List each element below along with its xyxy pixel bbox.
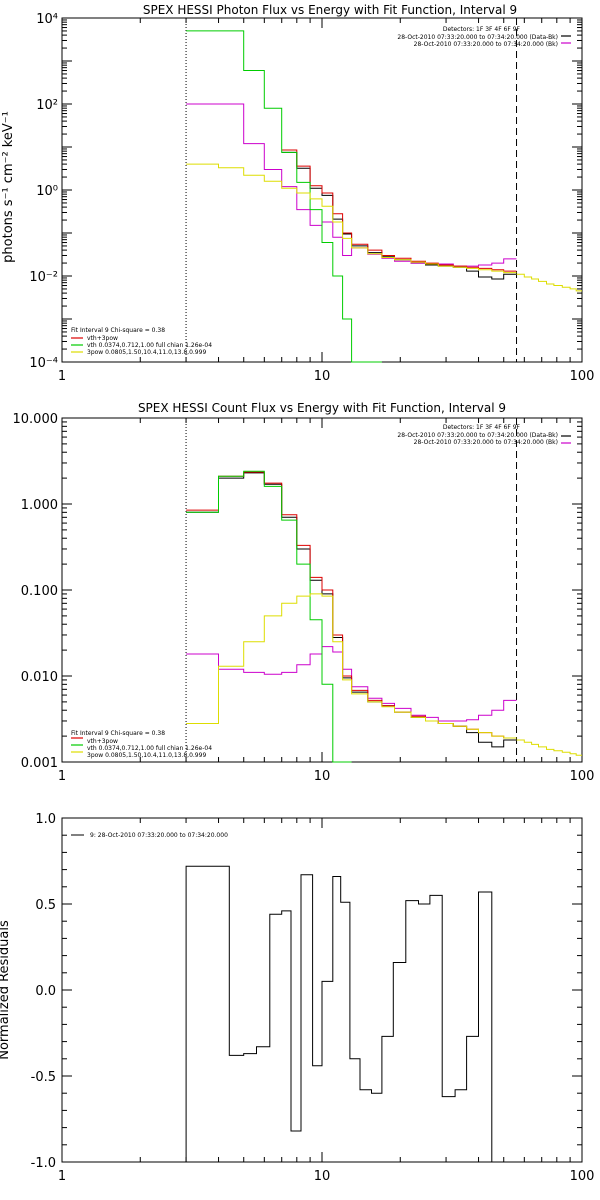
count-series-vth — [186, 470, 352, 763]
count-xtick-label: 1 — [58, 769, 66, 784]
count-series-3pow-extension- — [516, 739, 582, 756]
photon-xtick-label: 100 — [570, 369, 595, 384]
photon-fit-header: Fit Interval 9 Chi-square = 0.38 — [71, 327, 165, 334]
residuals-series-residuals — [185, 865, 493, 1162]
photon-xtick-label: 1 — [58, 369, 66, 384]
count-flux-title: SPEX HESSI Count Flux vs Energy with Fit… — [138, 401, 506, 415]
photon-series-vth — [186, 30, 382, 363]
count-legend-entry-1: 28-Oct-2010 07:33:20.000 to 07:34:20.000… — [414, 439, 558, 446]
count-ytick-label: 0.100 — [21, 584, 58, 599]
residuals-xtick-label: 10 — [314, 1169, 331, 1184]
residuals-ytick-label: -1.0 — [31, 1156, 56, 1171]
residuals-ytick-label: 0.5 — [35, 898, 56, 913]
residuals-panel: Normalized Residuals 9: 28-Oct-2010 07:3… — [0, 812, 594, 1184]
photon-ytick-label: 10² — [36, 98, 58, 113]
photon-legend-entry-1: 28-Oct-2010 07:33:20.000 to 07:34:20.000… — [414, 41, 558, 48]
photon-flux-title: SPEX HESSI Photon Flux vs Energy with Fi… — [143, 3, 517, 17]
photon-xtick-label: 10 — [314, 369, 331, 384]
residuals-ytick-label: 1.0 — [35, 812, 56, 827]
count-fit-header: Fit Interval 9 Chi-square = 0.38 — [71, 730, 165, 737]
residuals-ytick-label: 0.0 — [35, 984, 56, 999]
photon-flux-panel: SPEX HESSI Photon Flux vs Energy with Fi… — [1, 3, 594, 384]
count-legend-header: Detectors: 1F 3F 4F 6F 9F — [443, 424, 521, 431]
residuals-xtick-label: 100 — [570, 1169, 595, 1184]
count-ytick-label: 1.000 — [21, 498, 58, 513]
residuals-xtick-label: 1 — [58, 1169, 66, 1184]
photon-flux-ylabel: photons s⁻¹ cm⁻² keV⁻¹ — [1, 111, 16, 263]
residuals-legend-entry: 9: 28-Oct-2010 07:33:20.000 to 07:34:20.… — [90, 832, 228, 839]
photon-ytick-label: 10⁻⁴ — [29, 356, 58, 371]
count-fit-entry-2: 3pow 0.0805,1.50,10.4,11.0,13.8,0.999 — [87, 752, 206, 759]
residuals-ylabel: Normalized Residuals — [0, 920, 12, 1060]
photon-fit-entry-1: vth 0.0374,0.712,1.00 full chian 1.26e-0… — [87, 342, 212, 349]
photon-fit-entry-2: 3pow 0.0805,1.50,10.4,11.0,13.8,0.999 — [87, 349, 206, 356]
photon-fit-entry-0: vth+3pow — [87, 335, 118, 342]
photon-series-3pow — [186, 163, 517, 274]
residuals-ytick-label: -0.5 — [31, 1070, 56, 1085]
count-xtick-label: 100 — [570, 769, 595, 784]
count-flux-panel: SPEX HESSI Count Flux vs Energy with Fit… — [13, 401, 595, 784]
photon-ytick-label: 10⁴ — [36, 12, 58, 27]
photon-ytick-label: 10⁰ — [36, 184, 58, 199]
count-series-3pow — [186, 593, 517, 739]
count-ytick-label: 0.001 — [21, 756, 58, 771]
count-fit-entry-0: vth+3pow — [87, 738, 118, 745]
count-series-data-bk — [186, 472, 517, 748]
photon-series-vth-3pow — [281, 149, 517, 272]
count-ytick-label: 0.010 — [21, 670, 58, 685]
count-series-bk — [186, 646, 517, 722]
count-series-vth-3pow — [186, 471, 517, 739]
count-legend-entry-0: 28-Oct-2010 07:33:20.000 to 07:34:20.000… — [397, 432, 558, 439]
photon-ytick-label: 10⁻² — [29, 270, 58, 285]
count-fit-entry-1: vth 0.0374,0.712,1.00 full chian 1.26e-0… — [87, 745, 212, 752]
photon-legend-header: Detectors: 1F 3F 4F 6F 9F — [443, 26, 521, 33]
photon-legend-entry-0: 28-Oct-2010 07:33:20.000 to 07:34:20.000… — [397, 34, 558, 41]
photon-series-3pow-extension- — [516, 273, 582, 292]
count-xtick-label: 10 — [314, 769, 331, 784]
count-ytick-label: 10.000 — [13, 412, 59, 427]
